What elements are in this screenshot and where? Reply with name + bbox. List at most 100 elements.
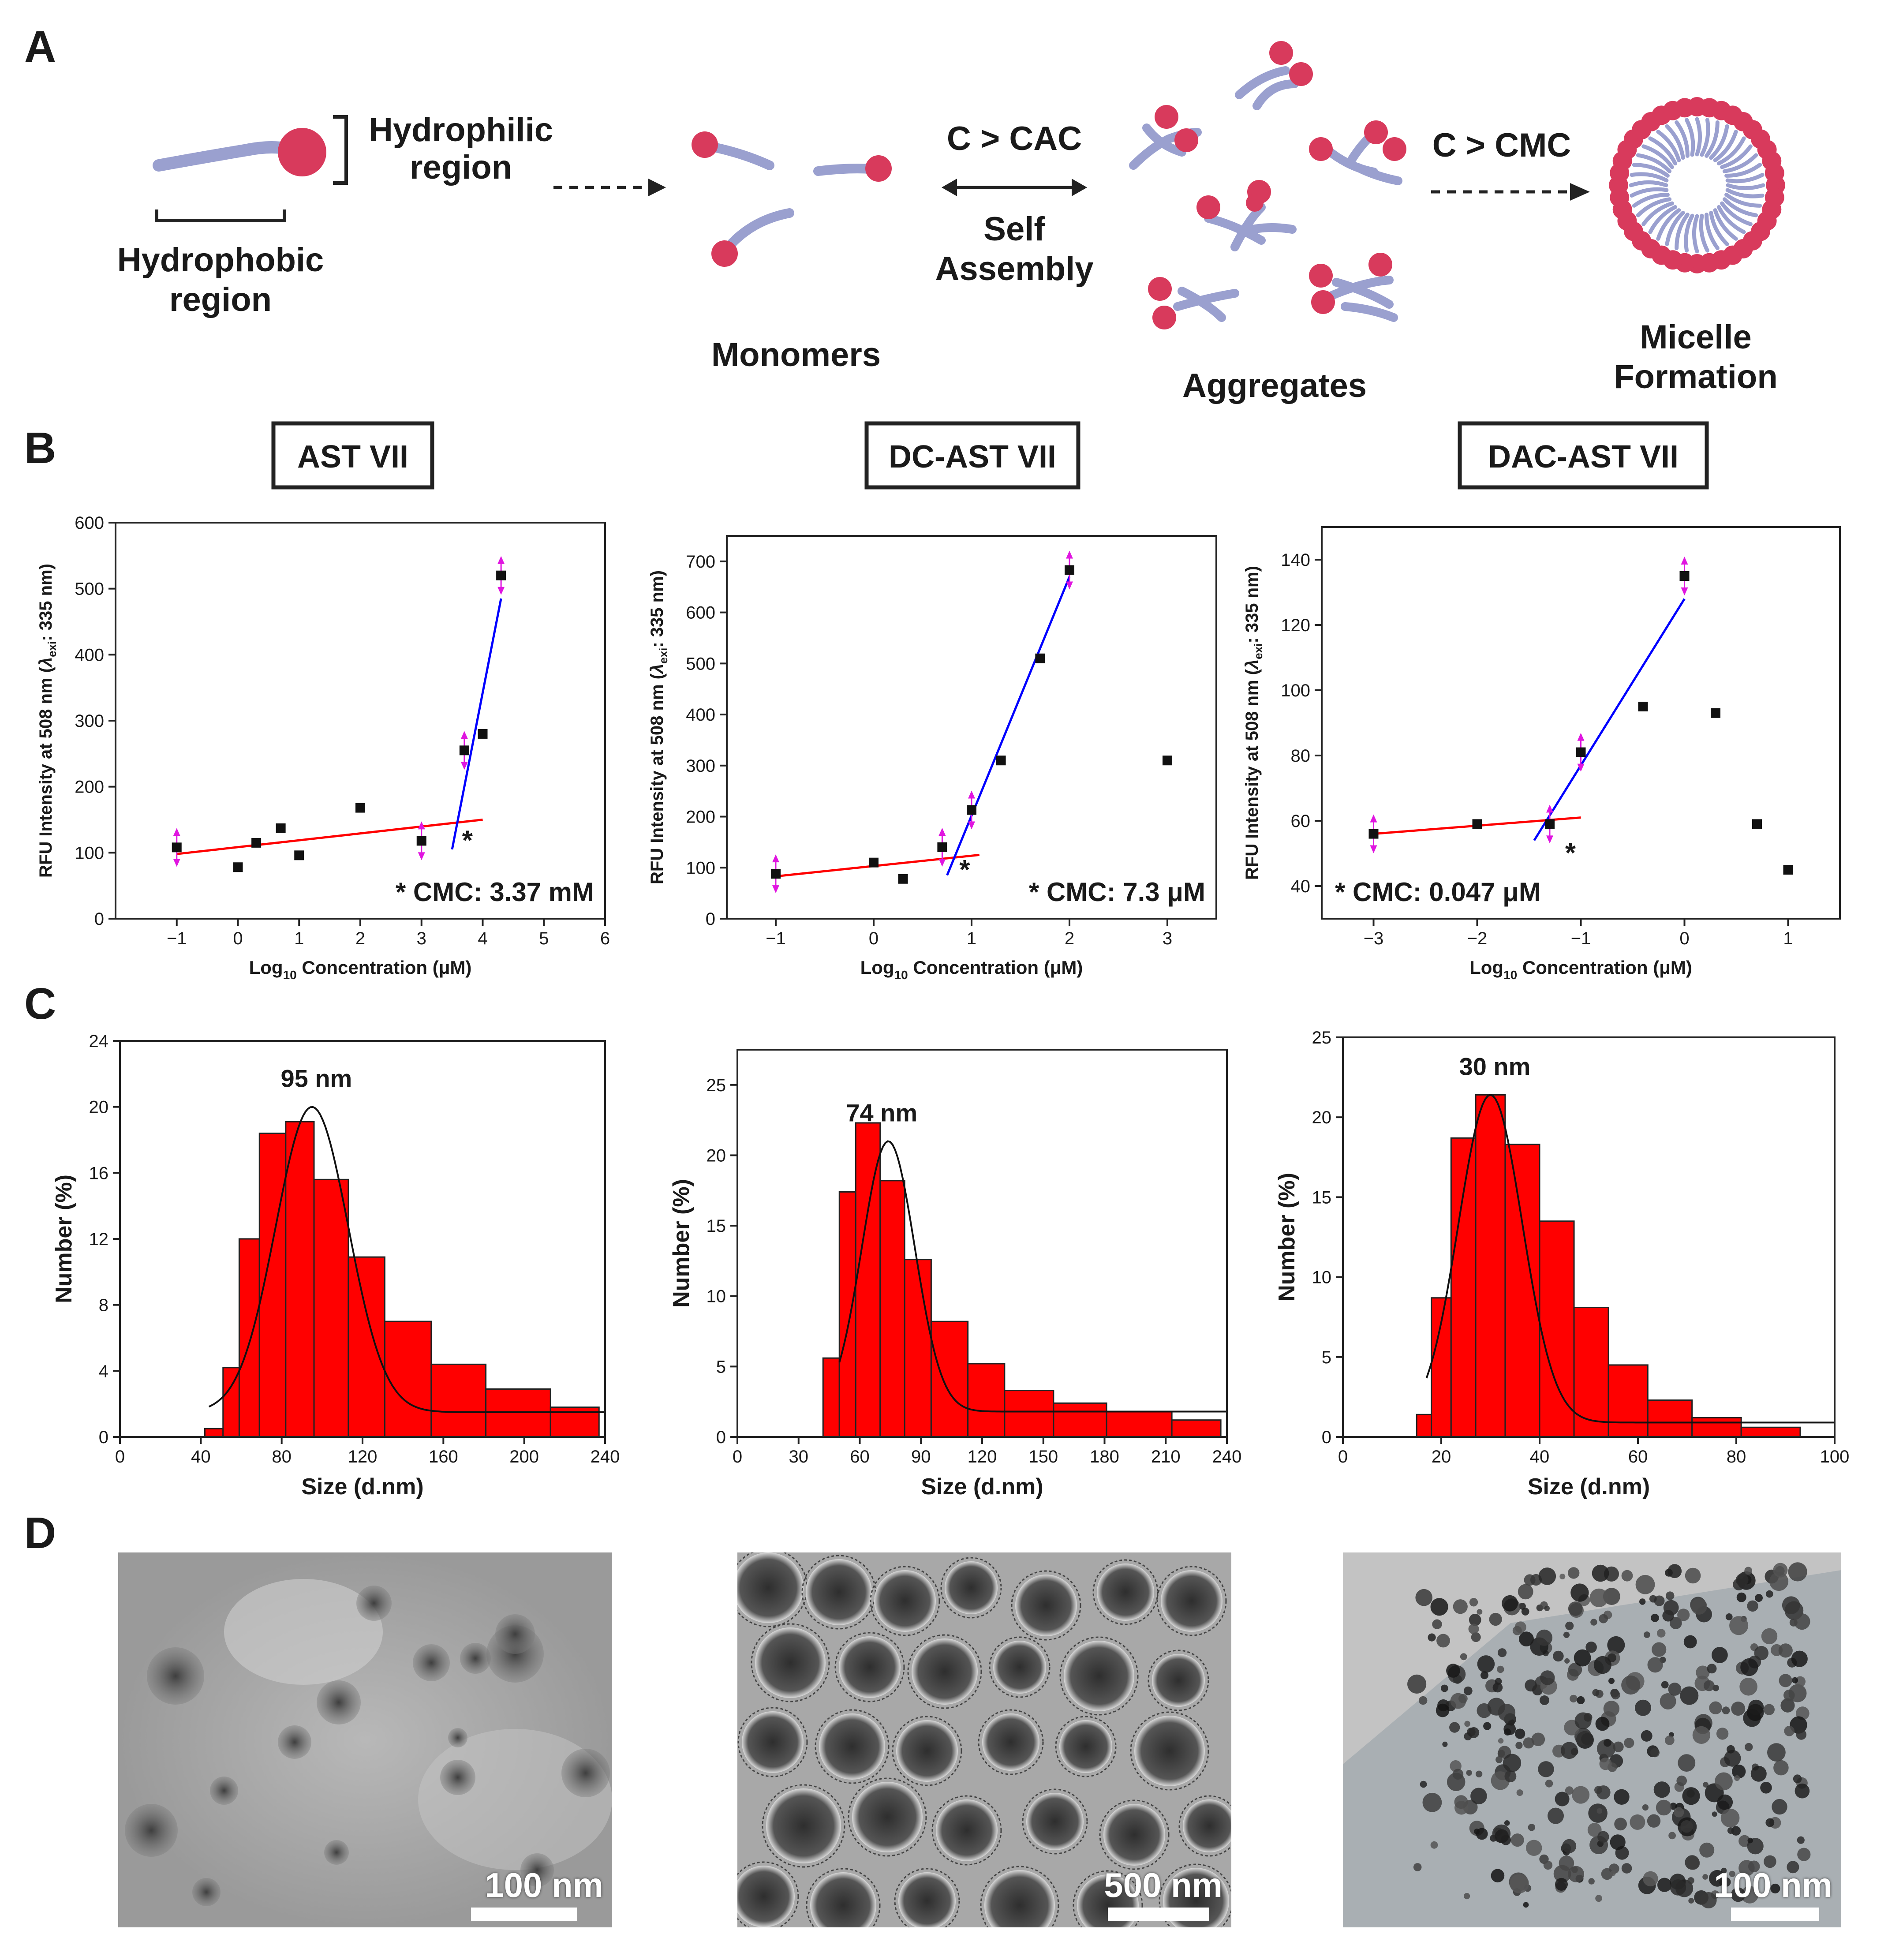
tem-speck	[1596, 1808, 1603, 1814]
micelle-tail	[1629, 180, 1668, 187]
hydrophilic-label-line1: Hydrophilic	[369, 111, 553, 149]
micelle-tail	[1641, 201, 1674, 226]
y-tick-label: 300	[75, 711, 104, 731]
y-tick-label: 20	[89, 1098, 109, 1117]
data-point	[1679, 571, 1690, 581]
tem-speck	[1518, 1584, 1533, 1600]
tem-speck	[1724, 1750, 1741, 1767]
x-tick-label: 6	[600, 929, 610, 948]
tem-speck	[1656, 1799, 1672, 1816]
data-point	[416, 836, 426, 846]
histogram-bar	[1450, 1137, 1477, 1438]
tem-speck	[1739, 1678, 1757, 1696]
tem-speck	[1614, 1818, 1627, 1831]
self-assembly-line2: Assembly	[935, 250, 1093, 288]
tem-speck	[1665, 1591, 1675, 1600]
x-tick-label: 120	[968, 1447, 997, 1466]
tem-speck	[1720, 1808, 1740, 1828]
y-tick-label: 10	[707, 1287, 726, 1306]
tem-speck	[1528, 1824, 1536, 1831]
peak-size-label: 30 nm	[1459, 1052, 1531, 1080]
y-tick-label: 25	[1312, 1028, 1332, 1047]
tem-particle-shell	[1148, 1650, 1209, 1711]
tem-particle-shell	[737, 1861, 799, 1927]
tem-particle-shell	[978, 1709, 1044, 1775]
micelle-tail	[1720, 144, 1753, 169]
cmc-star-marker: *	[959, 855, 970, 885]
error-cap-bottom	[772, 885, 779, 894]
x-axis-label-subscript: 10	[283, 968, 297, 982]
error-cap-top	[772, 854, 779, 863]
tem-speck	[1504, 1770, 1517, 1782]
tem-speck	[1643, 1871, 1658, 1887]
tem-speck	[1523, 1902, 1529, 1908]
tem-speck	[1581, 1733, 1593, 1745]
tem-speck	[1712, 1811, 1717, 1817]
tem-speck	[1477, 1609, 1483, 1615]
y-tick-label: 15	[707, 1216, 726, 1236]
x-axis-label-main: Log	[860, 957, 894, 978]
tem-speck	[1727, 1745, 1735, 1754]
size-histogram-ast-vii: 0 40 80 120 160 200 240 0 4 8 12 16 20 24 95 nm Size (d…	[51, 1032, 620, 1500]
x-tick-label: 150	[1028, 1447, 1058, 1466]
tem-speck	[1680, 1686, 1699, 1705]
micelle-tail	[1726, 183, 1765, 191]
tem-speck	[1512, 1626, 1522, 1635]
tem-speck	[1471, 1632, 1481, 1642]
tem-speck	[1454, 1795, 1468, 1809]
micelle-tail	[1665, 210, 1685, 247]
y-tick-label: 400	[75, 645, 104, 665]
cmc-chart-dc-ast-vii: DC-AST VII −1 0 1 2 3 0 100 200 300 400 500 600 700 * *…	[647, 421, 1217, 982]
data-point	[172, 842, 182, 853]
tem-particle-shell	[1130, 1711, 1209, 1791]
cac-label: C > CAC	[947, 120, 1082, 157]
tem-particle	[1015, 1575, 1077, 1636]
tem-speck	[1699, 1842, 1715, 1858]
y-axis-label-main: RFU Intensity at 508 nm (	[36, 666, 56, 878]
tem-speck	[1593, 1656, 1611, 1674]
tem-speck	[1497, 1665, 1504, 1673]
micelle-tail	[1656, 208, 1681, 241]
y-axis-label: RFU Intensity at 508 nm (λexi: 335 nm)	[647, 570, 670, 884]
tem-speck	[1668, 1832, 1676, 1840]
aggregate-heads	[1148, 41, 1406, 329]
y-tick-label: 0	[716, 1428, 726, 1447]
histogram-bar	[1416, 1414, 1432, 1438]
tem-speck	[1538, 1567, 1556, 1585]
histogram-bar	[967, 1363, 1006, 1438]
x-tick-label: 180	[1090, 1447, 1119, 1466]
tem-speck	[1663, 1600, 1679, 1616]
y-axis-label-rest: : 335 nm)	[1242, 566, 1262, 643]
x-tick-label: 3	[417, 929, 426, 948]
tem-particle-shell	[1156, 1566, 1227, 1636]
tem-speck	[1767, 1743, 1786, 1762]
y-tick-label: 4	[99, 1362, 108, 1381]
monomers-label: Monomers	[711, 336, 881, 374]
tem-speck	[1649, 1595, 1657, 1603]
tem-particle	[737, 1866, 795, 1927]
panel-letter-d: D	[24, 1508, 56, 1558]
tem-speck	[1585, 1642, 1597, 1653]
data-point	[496, 570, 506, 580]
tem-image-dc-ast-vii: 500 nm	[737, 1552, 1231, 1927]
chart-title: DAC-AST VII	[1488, 439, 1679, 475]
tem-speck	[1731, 1887, 1746, 1902]
y-tick-label: 0	[99, 1428, 108, 1447]
y-tick-label: 600	[686, 603, 715, 623]
micelle-tail	[1717, 136, 1746, 166]
tem-speck	[1590, 1619, 1597, 1626]
tem-speck	[1763, 1704, 1775, 1715]
tem-speck	[1442, 1741, 1448, 1747]
x-tick-label: 40	[1530, 1447, 1550, 1466]
tem-texture	[1343, 1552, 1841, 1927]
tem-speck	[1536, 1629, 1553, 1646]
self-assembly-line1: Self	[983, 210, 1045, 248]
micelle-tail	[1700, 118, 1710, 157]
micelle-tail	[1636, 197, 1672, 217]
hydrophobic-label-line2: region	[169, 281, 272, 318]
y-tick-label: 100	[75, 843, 104, 863]
tem-speck	[1510, 1833, 1524, 1847]
data-point	[1783, 865, 1793, 875]
tem-speck	[1464, 1732, 1472, 1740]
tem-speck	[1784, 1726, 1795, 1736]
